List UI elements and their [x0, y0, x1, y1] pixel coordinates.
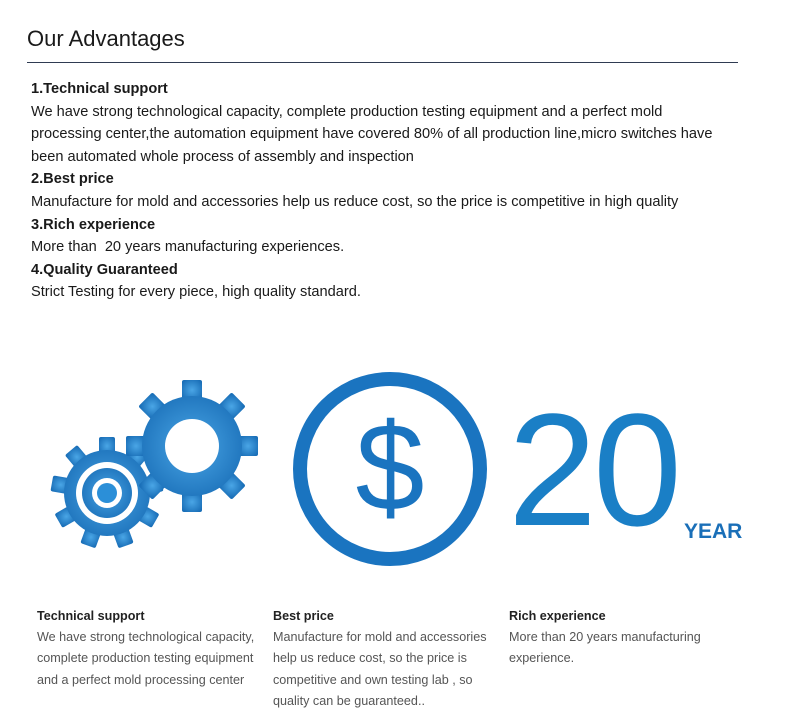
caption-heading: Technical support [37, 609, 145, 623]
caption-line: and a perfect mold processing center [37, 672, 245, 687]
svg-text:$: $ [356, 399, 425, 537]
caption-heading: Rich experience [509, 609, 606, 623]
dollar-icon: $ [293, 372, 487, 566]
caption-column: Technical support We have strong technol… [37, 606, 267, 691]
caption-line: experience. [509, 651, 575, 666]
caption-line: complete production testing equipment [37, 651, 254, 666]
advantage-text: More than 20 years manufacturing experie… [31, 239, 345, 256]
title-divider [27, 62, 738, 63]
advantages-list: 1.Technical support We have strong techn… [31, 78, 731, 304]
advantage-text: We have strong technological capacity, c… [31, 103, 713, 165]
years-unit: YEAR [684, 520, 743, 543]
gears-icon [50, 380, 258, 548]
caption-line: We have strong technological capacity, [37, 630, 255, 645]
caption-line: More than 20 years manufacturing [509, 630, 701, 645]
advantage-text: Strict Testing for every piece, high qua… [31, 284, 361, 301]
caption-line: competitive and own testing lab , so [273, 672, 473, 687]
caption-line: Manufacture for mold and accessories [273, 630, 487, 645]
years-number: 20 [508, 380, 682, 559]
caption-heading: Best price [273, 609, 334, 623]
advantage-heading: 4.Quality Guaranteed [31, 261, 178, 278]
caption-column: Best price Manufacture for mold and acce… [273, 606, 503, 712]
caption-line: help us reduce cost, so the price is [273, 651, 467, 666]
advantage-heading: 2.Best price [31, 171, 114, 188]
page-title: Our Advantages [27, 26, 185, 51]
advantage-heading: 3.Rich experience [31, 216, 156, 233]
advantage-text: Manufacture for mold and accessories hel… [31, 193, 679, 210]
caption-column: Rich experience More than 20 years manuf… [509, 606, 739, 670]
advantage-heading: 1.Technical support [31, 81, 168, 97]
caption-line: quality can be guaranteed.. [273, 693, 425, 708]
